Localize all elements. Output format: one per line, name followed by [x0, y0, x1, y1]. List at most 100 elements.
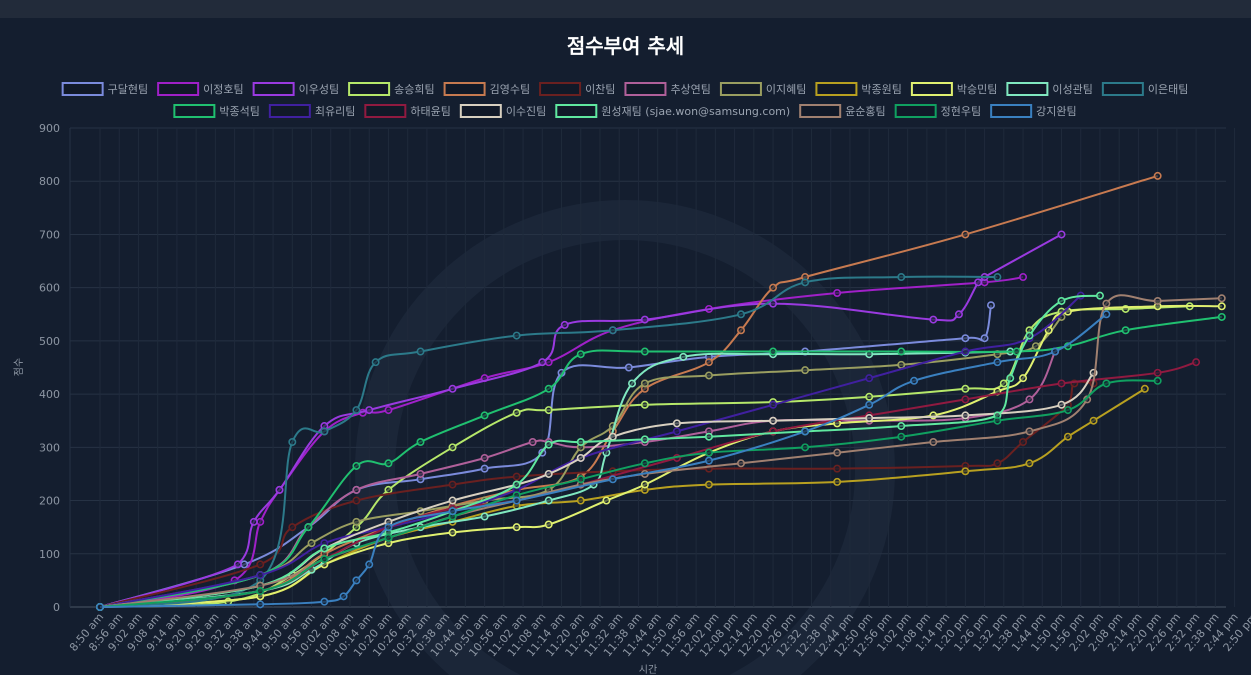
legend-item[interactable]: 박승민팀 [912, 83, 997, 96]
data-point[interactable] [962, 412, 968, 418]
data-point[interactable] [257, 519, 263, 525]
legend-item[interactable]: 윤순홍팀 [800, 104, 885, 118]
data-point[interactable] [235, 561, 241, 567]
data-point[interactable] [770, 418, 776, 424]
data-point[interactable] [449, 497, 455, 503]
data-point[interactable] [738, 460, 744, 466]
data-point[interactable] [578, 351, 584, 357]
data-point[interactable] [866, 402, 872, 408]
data-point[interactable] [241, 561, 247, 567]
legend-item[interactable]: 이찬팀 [540, 82, 615, 96]
data-point[interactable] [981, 335, 987, 341]
data-point[interactable] [251, 519, 257, 525]
data-point[interactable] [674, 420, 680, 426]
data-point[interactable] [289, 439, 295, 445]
data-point[interactable] [1103, 300, 1109, 306]
data-point[interactable] [385, 524, 391, 530]
data-point[interactable] [366, 407, 372, 413]
data-point[interactable] [610, 476, 616, 482]
data-point[interactable] [353, 577, 359, 583]
data-point[interactable] [449, 444, 455, 450]
data-point[interactable] [1058, 298, 1064, 304]
data-point[interactable] [257, 572, 263, 578]
data-point[interactable] [930, 316, 936, 322]
data-point[interactable] [834, 290, 840, 296]
legend-item[interactable]: 추상연팀 [625, 83, 710, 96]
data-point[interactable] [610, 327, 616, 333]
data-point[interactable] [1193, 359, 1199, 365]
data-point[interactable] [1058, 402, 1064, 408]
data-point[interactable] [546, 497, 552, 503]
data-point[interactable] [1097, 292, 1103, 298]
data-point[interactable] [1001, 380, 1007, 386]
data-point[interactable] [97, 604, 103, 610]
data-point[interactable] [1142, 386, 1148, 392]
data-point[interactable] [353, 487, 359, 493]
data-point[interactable] [449, 529, 455, 535]
data-point[interactable] [539, 359, 545, 365]
data-point[interactable] [385, 460, 391, 466]
data-point[interactable] [546, 407, 552, 413]
data-point[interactable] [257, 588, 263, 594]
legend-item[interactable]: 이지혜팀 [721, 83, 806, 96]
data-point[interactable] [1219, 303, 1225, 309]
data-point[interactable] [481, 513, 487, 519]
data-point[interactable] [642, 380, 648, 386]
data-point[interactable] [1065, 433, 1071, 439]
legend-item[interactable]: 정현우팀 [896, 105, 981, 118]
legend-item[interactable]: 원성재팀 (sjae.won@samsung.com) [556, 105, 790, 118]
data-point[interactable] [481, 465, 487, 471]
data-point[interactable] [1103, 311, 1109, 317]
data-point[interactable] [802, 444, 808, 450]
data-point[interactable] [994, 418, 1000, 424]
data-point[interactable] [417, 471, 423, 477]
legend-item[interactable]: 구달현팀 [63, 83, 148, 96]
data-point[interactable] [481, 455, 487, 461]
legend-item[interactable]: 이성관팀 [1007, 83, 1092, 96]
data-point[interactable] [578, 455, 584, 461]
data-point[interactable] [706, 359, 712, 365]
legend-item[interactable]: 송승희팀 [349, 83, 434, 96]
data-point[interactable] [449, 508, 455, 514]
data-point[interactable] [706, 449, 712, 455]
data-point[interactable] [975, 279, 981, 285]
data-point[interactable] [802, 279, 808, 285]
data-point[interactable] [802, 428, 808, 434]
data-point[interactable] [1103, 380, 1109, 386]
data-point[interactable] [802, 367, 808, 373]
data-point[interactable] [353, 519, 359, 525]
legend-item[interactable]: 이은태팀 [1103, 83, 1188, 96]
data-point[interactable] [642, 402, 648, 408]
data-point[interactable] [385, 407, 391, 413]
data-point[interactable] [962, 386, 968, 392]
data-point[interactable] [642, 460, 648, 466]
data-point[interactable] [994, 274, 1000, 280]
data-point[interactable] [962, 468, 968, 474]
data-point[interactable] [546, 471, 552, 477]
data-point[interactable] [276, 487, 282, 493]
data-point[interactable] [866, 415, 872, 421]
data-point[interactable] [513, 524, 519, 530]
data-point[interactable] [417, 439, 423, 445]
data-point[interactable] [1219, 314, 1225, 320]
data-point[interactable] [642, 348, 648, 354]
data-point[interactable] [1026, 428, 1032, 434]
data-point[interactable] [353, 407, 359, 413]
data-point[interactable] [449, 386, 455, 392]
data-point[interactable] [578, 439, 584, 445]
legend-item[interactable]: 강지완팀 [991, 105, 1076, 118]
data-point[interactable] [834, 479, 840, 485]
data-point[interactable] [513, 481, 519, 487]
legend-item[interactable]: 최유리팀 [270, 105, 355, 118]
data-point[interactable] [1154, 378, 1160, 384]
data-point[interactable] [321, 556, 327, 562]
data-point[interactable] [1020, 439, 1026, 445]
data-point[interactable] [513, 473, 519, 479]
data-point[interactable] [305, 524, 311, 530]
data-point[interactable] [546, 386, 552, 392]
legend-item[interactable]: 이수진팀 [461, 105, 546, 118]
data-point[interactable] [385, 487, 391, 493]
data-point[interactable] [834, 449, 840, 455]
data-point[interactable] [911, 378, 917, 384]
data-point[interactable] [353, 463, 359, 469]
